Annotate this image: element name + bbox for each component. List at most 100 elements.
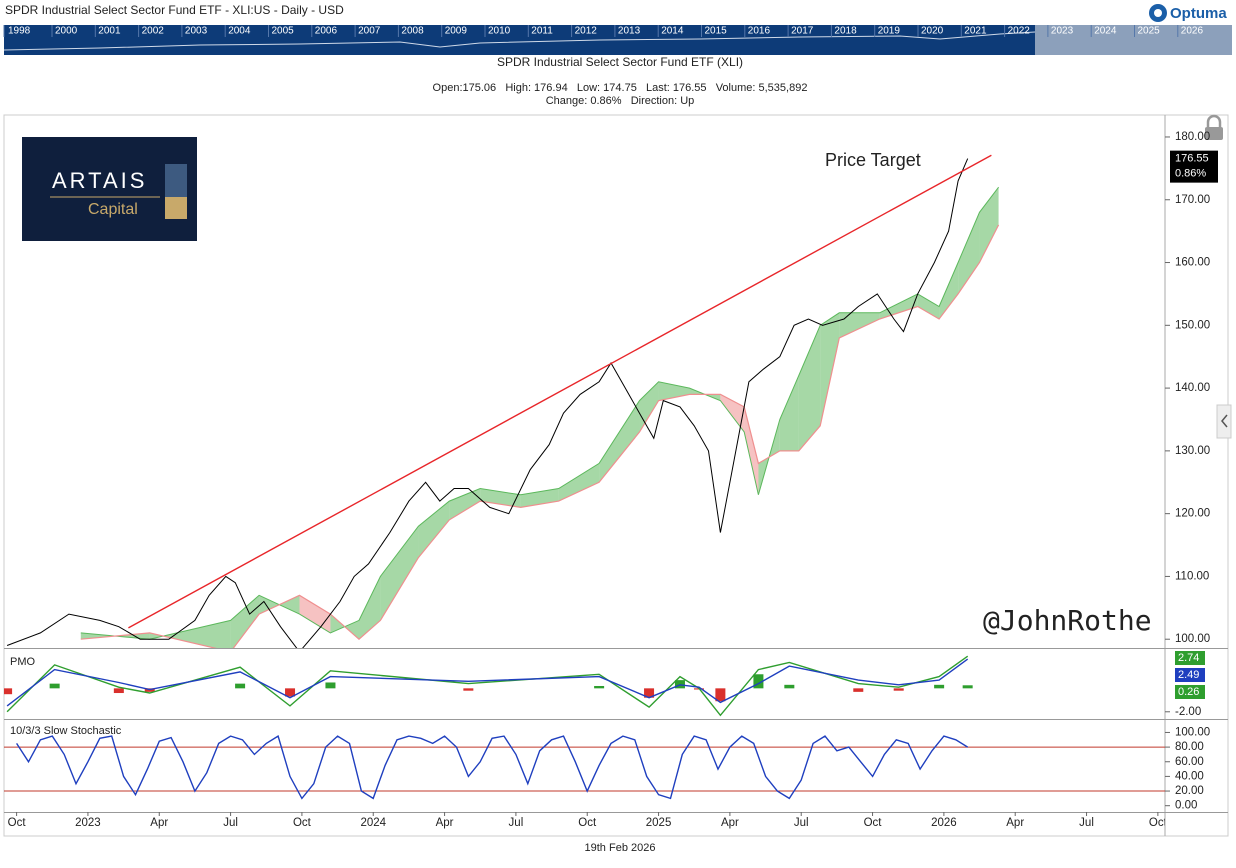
y-tick-label: 180.00 [1175, 131, 1210, 143]
x-tick-label: Jul [223, 817, 238, 829]
histogram-bar [463, 688, 474, 691]
series-line [6, 655, 969, 717]
y-tick-label: 40.00 [1175, 770, 1204, 782]
cloud-fill [939, 262, 959, 320]
value-tag-label: 2.74 [1178, 652, 1199, 664]
histogram-bar [235, 683, 246, 689]
y-tick-label: 0.00 [1175, 800, 1197, 812]
x-tick-label: Jul [1079, 817, 1094, 829]
year-label: 2023 [1051, 26, 1074, 37]
panel-title: PMO [10, 656, 36, 668]
year-strip-line [3, 31, 1036, 51]
y-tick-label: 130.00 [1175, 445, 1210, 457]
year-label: 2004 [228, 26, 251, 37]
year-label: 2026 [1181, 26, 1204, 37]
year-label: 2011 [531, 26, 553, 37]
cloud-fill [779, 375, 799, 451]
cloud-fill [418, 501, 450, 558]
year-label: 2020 [921, 26, 944, 37]
year-label: 2010 [488, 26, 511, 37]
series-line [6, 658, 969, 707]
y-tick-label: 80.00 [1175, 741, 1204, 753]
lock-button[interactable] [1205, 114, 1223, 140]
histogram-bar [325, 682, 336, 689]
stats: Open:175.06 High: 176.94 Low: 174.75 Las… [433, 82, 808, 94]
date: 19th Feb 2026 [585, 842, 656, 854]
year-label: 2015 [705, 26, 728, 37]
cloud-fill [330, 614, 359, 640]
x-tick-label: Jul [509, 817, 524, 829]
cloud-fill [480, 488, 521, 508]
value-tag [1175, 685, 1205, 699]
value-tag [1175, 651, 1205, 665]
logo-sub: Capital [88, 201, 138, 218]
value-tag-label: 2.49 [1178, 669, 1199, 681]
cloud-fill [299, 595, 331, 633]
series-line [6, 158, 969, 648]
last-change: 0.86% [1175, 168, 1206, 180]
histogram-bar [853, 688, 864, 692]
year-label: 2005 [272, 26, 295, 37]
x-axis: Oct 2023 Apr Jul Oct 2024 Apr Jul Oct 2025 Apr Jul O… [8, 812, 1168, 829]
x-tick-label: Oct [864, 817, 883, 829]
series-line [128, 154, 992, 629]
histogram-bar [753, 674, 764, 689]
x-tick-label: Apr [436, 817, 454, 829]
year-label: 2009 [445, 26, 468, 37]
x-tick-label: 2023 [75, 817, 101, 829]
chart-title: SPDR Industrial Select Sector Fund ETF (… [497, 55, 743, 69]
year-label: 2018 [834, 26, 857, 37]
x-tick-label: Jul [794, 817, 809, 829]
cloud-fill [149, 620, 231, 648]
y-tick-label: 140.00 [1175, 382, 1210, 394]
brand-name: Optuma [1170, 5, 1227, 22]
x-tick-label: 2024 [360, 817, 386, 829]
year-label: 2022 [1008, 26, 1031, 37]
cloud-fill [958, 212, 980, 294]
cloud-fill [230, 595, 260, 648]
logo-name: ARTAIS [52, 168, 147, 193]
cloud-fill [820, 312, 840, 426]
frame [3, 114, 1229, 837]
year-label: 2000 [55, 26, 78, 37]
x-tick-label: 2026 [931, 817, 957, 829]
histogram-bar [49, 683, 60, 689]
cloud-fill [839, 312, 880, 338]
collapse-tab[interactable] [1216, 404, 1232, 439]
y-tick-label: 100.00 [1175, 726, 1210, 738]
last-tag [1170, 150, 1218, 183]
year-label: 2006 [315, 26, 338, 37]
histogram-bar [784, 684, 795, 689]
year-label: 2003 [185, 26, 208, 37]
cloud-fill [917, 293, 940, 320]
value-tag-label: 0.26 [1178, 686, 1199, 698]
histogram-bar [285, 688, 296, 697]
y-tick-label: -2.00 [1175, 706, 1201, 718]
histogram-bar [594, 685, 605, 689]
year-label: 2019 [878, 26, 901, 37]
cloud-fill [520, 488, 559, 508]
x-tick-label: Oct [578, 817, 597, 829]
year-label: 2007 [358, 26, 381, 37]
stats: Change: 0.86% Direction: Up [546, 95, 695, 107]
y-tick-label: 120.00 [1175, 508, 1210, 520]
y-tick-label: 160.00 [1175, 257, 1210, 269]
annotation: Price Target [825, 150, 921, 170]
histogram-bar [644, 688, 655, 698]
histogram-bar [4, 688, 13, 695]
cloud-fill [449, 488, 481, 520]
x-tick-label: Oct [1149, 817, 1168, 829]
series-line [16, 735, 969, 800]
cloud-fill [380, 526, 419, 621]
cloud-fill [558, 463, 600, 502]
logo: ARTAIS Capital [22, 137, 197, 241]
cloud-fill [639, 381, 659, 433]
year-label: 2013 [618, 26, 641, 37]
year-strip-future [1035, 25, 1232, 55]
brand: Optuma [1149, 4, 1227, 22]
year-label: 2002 [142, 26, 165, 37]
y-tick-label: 170.00 [1175, 194, 1210, 206]
histogram-bar [113, 688, 124, 694]
